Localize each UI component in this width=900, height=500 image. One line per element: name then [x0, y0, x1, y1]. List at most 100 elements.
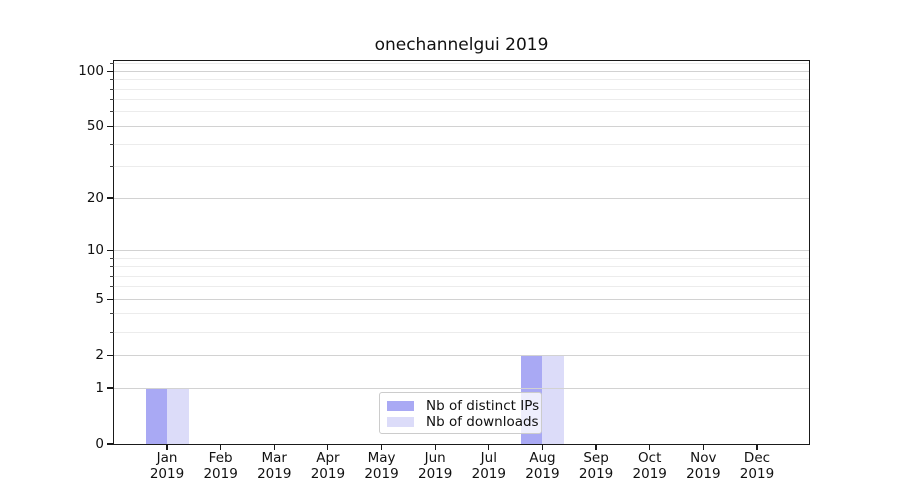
legend-swatch-downloads-icon	[387, 417, 414, 427]
x-tick-label: Apr 2019	[296, 450, 360, 482]
x-tick-year: 2019	[203, 465, 238, 482]
gridline-minor	[114, 111, 809, 113]
x-major-tick	[756, 445, 758, 450]
x-tick-year: 2019	[310, 465, 346, 482]
x-tick-month: Jul	[480, 450, 497, 466]
y-minor-tick	[110, 143, 114, 145]
gridline-minor	[114, 275, 809, 277]
legend-label-distinct-ips: Nb of distinct IPs	[426, 398, 540, 414]
x-tick-year: 2019	[578, 465, 614, 482]
gridline-minor	[114, 79, 809, 81]
gridline-minor	[114, 99, 809, 101]
x-tick-year: 2019	[525, 465, 560, 482]
x-tick-year: 2019	[686, 465, 721, 482]
x-tick-month: Aug	[529, 450, 556, 466]
y-minor-tick	[110, 257, 114, 259]
gridline-minor	[114, 286, 809, 288]
gridline-major	[114, 197, 809, 199]
legend-label-downloads: Nb of downloads	[426, 414, 539, 430]
y-tick-label: 5	[95, 291, 104, 308]
x-tick-month: Feb	[208, 450, 233, 466]
x-major-tick	[434, 445, 436, 450]
y-minor-tick	[110, 313, 114, 315]
x-tick-year: 2019	[364, 465, 399, 482]
gridline-minor	[114, 257, 809, 259]
y-major-tick	[107, 125, 113, 127]
y-minor-tick	[110, 88, 114, 90]
gridline-minor	[114, 88, 809, 90]
x-tick-month: Mar	[261, 450, 287, 466]
y-tick-label: 2	[95, 347, 104, 364]
bar-downloads-jan	[167, 388, 189, 444]
y-minor-tick	[110, 275, 114, 277]
legend-swatch-distinct-ips-icon	[387, 401, 414, 411]
x-major-tick	[220, 445, 222, 450]
y-tick-label: 100	[78, 63, 104, 80]
x-tick-month: Apr	[316, 450, 340, 466]
legend-item-distinct-ips: Nb of distinct IPs	[387, 398, 539, 414]
x-tick-label: May 2019	[350, 450, 414, 482]
x-tick-label: Nov 2019	[671, 450, 735, 482]
y-minor-tick	[110, 166, 114, 168]
gridline-major	[114, 387, 809, 389]
gridline-major	[114, 70, 809, 72]
gridline-major	[114, 249, 809, 251]
legend-item-downloads: Nb of downloads	[387, 414, 539, 430]
gridline-major	[114, 125, 809, 127]
gridline-minor	[114, 143, 809, 145]
y-major-tick	[107, 354, 113, 356]
gridline-minor	[114, 63, 809, 65]
x-major-tick	[649, 445, 651, 450]
x-tick-year: 2019	[417, 465, 453, 482]
y-tick-label: 10	[86, 242, 104, 259]
y-tick-label: 1	[95, 380, 104, 396]
y-minor-tick	[110, 99, 114, 101]
x-tick-year: 2019	[257, 465, 292, 482]
x-major-tick	[327, 445, 329, 450]
y-minor-tick	[110, 331, 114, 333]
y-major-tick	[107, 387, 113, 389]
x-major-tick	[702, 445, 704, 450]
gridline-major	[114, 354, 809, 356]
y-tick-label: 20	[86, 190, 104, 207]
x-tick-year: 2019	[149, 465, 185, 482]
gridline-minor	[114, 331, 809, 333]
x-tick-label: Dec 2019	[725, 450, 789, 482]
x-tick-year: 2019	[471, 465, 506, 482]
bar-downloads-aug	[542, 355, 564, 444]
x-tick-label: Jun 2019	[403, 450, 467, 482]
x-tick-label: Oct 2019	[618, 450, 682, 482]
gridline-minor	[114, 166, 809, 168]
x-tick-month: Jun	[424, 450, 446, 466]
y-minor-tick	[110, 79, 114, 81]
y-minor-tick	[110, 63, 114, 65]
gridline-minor	[114, 266, 809, 267]
x-tick-label: Feb 2019	[189, 450, 253, 482]
x-tick-month: Oct	[638, 450, 662, 466]
y-minor-tick	[110, 286, 114, 288]
x-tick-label: Mar 2019	[242, 450, 306, 482]
gridline-major	[114, 298, 809, 300]
y-major-tick	[107, 249, 113, 251]
x-tick-month: May	[367, 450, 396, 466]
x-tick-label: Sep 2019	[564, 450, 628, 482]
y-tick-label: 50	[86, 118, 104, 135]
x-tick-month: Jan	[156, 450, 178, 466]
x-tick-label: Jan 2019	[135, 450, 199, 482]
x-major-tick	[595, 445, 597, 450]
plot-area: Nb of distinct IPs Nb of downloads	[113, 60, 810, 445]
bar-distinct-ips-jan	[145, 388, 167, 444]
chart-title: onechannelgui 2019	[374, 35, 549, 55]
x-tick-month: Dec	[743, 450, 771, 466]
y-minor-tick	[110, 266, 114, 267]
x-tick-year: 2019	[632, 465, 667, 482]
x-tick-label: Aug 2019	[510, 450, 574, 482]
y-tick-label: 0	[95, 436, 104, 452]
x-tick-month: Sep	[583, 450, 609, 466]
y-major-tick	[107, 298, 113, 300]
x-major-tick	[380, 445, 383, 450]
y-minor-tick	[110, 111, 114, 113]
x-major-tick	[541, 445, 544, 450]
x-tick-month: Nov	[690, 450, 717, 466]
